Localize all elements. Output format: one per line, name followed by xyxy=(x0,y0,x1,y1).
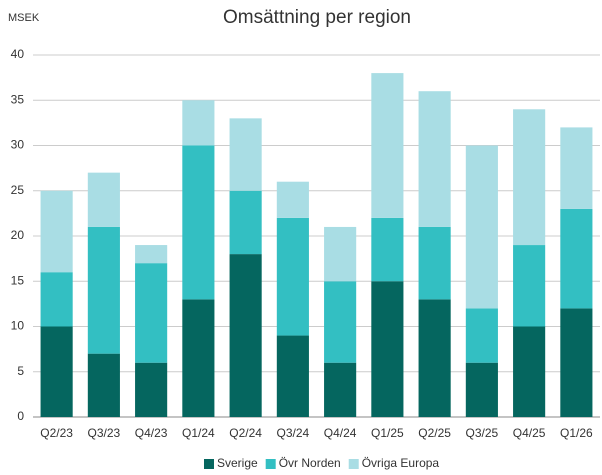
bar-segment xyxy=(513,326,546,417)
x-tick-label: Q1/24 xyxy=(182,426,215,440)
legend-swatch xyxy=(204,459,214,469)
legend-swatch xyxy=(265,459,276,469)
bar-segment xyxy=(40,326,73,417)
bar-segment xyxy=(229,190,262,255)
x-tick-label: Q4/25 xyxy=(513,426,546,440)
y-tick-label: 40 xyxy=(11,47,25,61)
y-tick-label: 35 xyxy=(11,92,25,106)
bar-segment xyxy=(276,181,309,218)
bar-segment xyxy=(560,308,593,417)
x-tick-label: Q3/23 xyxy=(88,426,121,440)
y-tick-label: 5 xyxy=(17,364,24,378)
x-tick-label: Q3/24 xyxy=(277,426,310,440)
bar-segment xyxy=(465,308,498,363)
x-tick-label: Q1/25 xyxy=(371,426,404,440)
bar-segment xyxy=(418,299,451,417)
bar-segment xyxy=(135,362,168,417)
bar-segment xyxy=(513,245,546,327)
bar-segment xyxy=(371,217,404,282)
bar-segment xyxy=(418,91,451,227)
bar-segment xyxy=(229,254,262,417)
bar-segment xyxy=(182,145,215,300)
bar-segment xyxy=(40,272,73,327)
x-tick-label: Q2/25 xyxy=(418,426,451,440)
bar-segment xyxy=(560,208,593,309)
y-tick-label: 10 xyxy=(11,319,25,333)
bar-segment xyxy=(87,172,120,227)
y-tick-label: 0 xyxy=(17,409,24,423)
bar-segment xyxy=(276,335,309,417)
bar-segment xyxy=(135,263,168,363)
bar-segment xyxy=(513,109,546,246)
bar-segment xyxy=(324,281,357,363)
bar-segment xyxy=(87,353,120,417)
bar-segment xyxy=(87,226,120,354)
x-tick-label: Q2/24 xyxy=(229,426,262,440)
bar-segment xyxy=(276,217,309,336)
x-tick-label: Q1/26 xyxy=(560,426,593,440)
bar-segment xyxy=(40,190,73,273)
bar-segment xyxy=(560,127,593,209)
bar-segment xyxy=(182,100,215,146)
legend-swatch xyxy=(348,459,359,469)
x-tick-label: Q4/23 xyxy=(135,426,168,440)
legend-label: Övriga Europa xyxy=(362,456,440,470)
bar-segment xyxy=(135,245,168,264)
bar-segment xyxy=(465,362,498,417)
bar-segment xyxy=(324,362,357,417)
y-axis-label: MSEK xyxy=(8,12,40,24)
bar-segment xyxy=(182,299,215,417)
bar-segment xyxy=(229,118,262,191)
chart-title: Omsättning per region xyxy=(223,7,411,28)
bar-segment xyxy=(371,281,404,417)
x-tick-label: Q3/25 xyxy=(466,426,499,440)
y-tick-label: 25 xyxy=(11,183,25,197)
bar-segment xyxy=(324,226,357,282)
bar-segment xyxy=(371,73,404,218)
x-tick-label: Q2/23 xyxy=(40,426,73,440)
y-tick-label: 20 xyxy=(11,228,25,242)
bar-segment xyxy=(465,145,498,309)
bar-segment xyxy=(418,226,451,300)
x-tick-label: Q4/24 xyxy=(324,426,357,440)
legend-label: Övr Norden xyxy=(279,456,341,470)
legend-label: Sverige xyxy=(217,456,258,470)
y-tick-label: 15 xyxy=(11,273,25,287)
y-tick-label: 30 xyxy=(11,138,25,152)
